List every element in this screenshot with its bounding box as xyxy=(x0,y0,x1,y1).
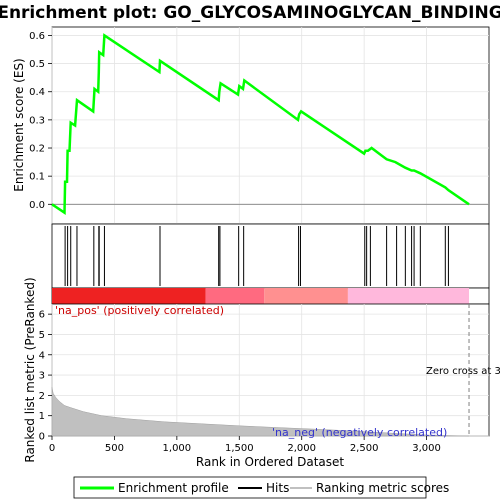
x-tick-label-0: 0 xyxy=(49,443,55,454)
rank-bar-segment-2 xyxy=(264,288,348,304)
hits-panel xyxy=(51,223,490,289)
chart-title: Enrichment plot: GO_GLYCOSAMINOGLYCAN_BI… xyxy=(0,3,500,23)
ranking-metric-area xyxy=(51,387,470,437)
metric-tick-label-4: 4 xyxy=(39,350,45,361)
rank-bar-segment-1 xyxy=(205,288,265,304)
x-tick-label-4: 2,000 xyxy=(287,443,316,454)
metric-panel: 0 1 2 3 4 5 6 'na_pos' (positively correlated)… xyxy=(39,303,500,443)
legend-metric-label: Ranking metric scores xyxy=(316,481,449,495)
metric-y-ticks: 0 1 2 3 4 5 6 xyxy=(39,310,52,443)
ranking-color-bar xyxy=(51,287,490,305)
x-tick-label-2: 1,000 xyxy=(163,443,192,454)
metric-tick-label-1: 1 xyxy=(39,411,45,422)
es-tick-label-2: 0.2 xyxy=(29,144,45,155)
x-axis-label: Rank in Ordered Dataset xyxy=(196,455,344,469)
rank-bar-segment-3 xyxy=(347,288,470,304)
rank-bar-segment-0 xyxy=(52,288,206,304)
x-tick-label-3: 1,500 xyxy=(225,443,254,454)
metric-tick-label-3: 3 xyxy=(39,371,45,382)
positive-correlation-label: 'na_pos' (positively correlated) xyxy=(55,304,224,317)
es-tick-label-0: 0.0 xyxy=(29,200,45,211)
hit-markers xyxy=(64,226,449,286)
es-y-axis-label: Enrichment score (ES) xyxy=(12,58,26,191)
metric-tick-label-0: 0 xyxy=(39,432,45,443)
metric-y-axis-label: Ranked list metric (PreRanked) xyxy=(23,277,37,462)
enrichment-profile-line xyxy=(51,33,470,216)
legend: Enrichment profile Hits Ranking metric s… xyxy=(73,476,449,499)
legend-enrichment-label: Enrichment profile xyxy=(118,481,229,495)
es-gridlines xyxy=(51,27,489,224)
es-tick-label-4: 0.4 xyxy=(29,87,45,98)
es-tick-label-6: 0.6 xyxy=(29,31,45,42)
legend-hits-label: Hits xyxy=(266,481,289,495)
es-tick-label-1: 0.1 xyxy=(29,172,45,183)
zero-cross-label: Zero cross at 3 xyxy=(426,366,500,377)
x-tick-label-1: 500 xyxy=(105,443,124,454)
es-tick-label-3: 0.3 xyxy=(29,115,45,126)
x-tick-label-6: 3,000 xyxy=(412,443,441,454)
metric-tick-label-5: 5 xyxy=(39,330,45,341)
es-panel: 0.0 0.1 0.2 0.3 0.4 0.5 0.6 xyxy=(29,26,490,225)
es-tick-label-5: 0.5 xyxy=(29,59,45,70)
x-axis-ticks: 0 500 1,000 1,500 2,000 2,500 3,000 xyxy=(49,436,441,454)
metric-tick-label-2: 2 xyxy=(39,391,45,402)
x-tick-label-5: 2,500 xyxy=(350,443,379,454)
negative-correlation-label: 'na_neg' (negatively correlated) xyxy=(272,426,447,439)
metric-tick-label-6: 6 xyxy=(39,310,45,321)
es-y-ticks: 0.0 0.1 0.2 0.3 0.4 0.5 0.6 xyxy=(29,31,52,211)
